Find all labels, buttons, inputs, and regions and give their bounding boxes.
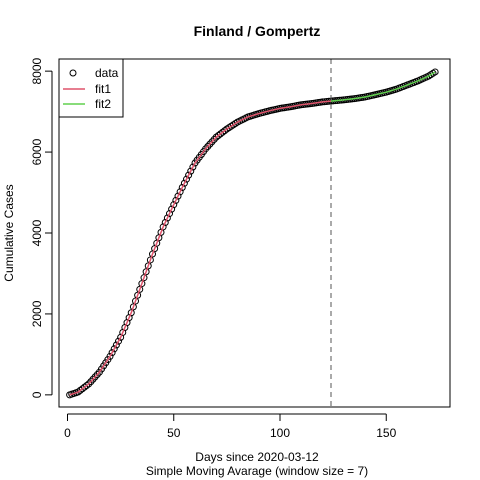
data-point: [180, 179, 188, 187]
plot-area: [66, 59, 439, 407]
data-point: [163, 214, 171, 222]
legend-label-data: data: [95, 66, 119, 80]
x-axis: 0 50 100 150: [64, 413, 397, 440]
data-point: [138, 280, 146, 288]
data-point: [183, 175, 190, 183]
data-point: [204, 142, 212, 150]
data-point: [87, 378, 95, 386]
legend-label-fit1: fit1: [95, 82, 111, 96]
x-tick-label: 150: [376, 426, 396, 440]
data-point: [202, 145, 210, 153]
data-point: [127, 309, 135, 317]
y-axis: 0 2000 4000 6000 8000: [30, 57, 53, 398]
chart-title: Finland / Gompertz: [194, 23, 321, 39]
data-point: [106, 352, 114, 360]
data-point: [172, 196, 180, 204]
y-tick-label: 0: [30, 391, 44, 398]
data-point: [132, 297, 139, 305]
legend-marker-data: [69, 69, 77, 77]
data-point: [108, 349, 116, 357]
x-axis-sublabel: Simple Moving Avarage (window size = 7): [146, 464, 368, 478]
data-point: [115, 337, 122, 345]
data-point: [136, 285, 144, 293]
data-point: [142, 268, 150, 276]
y-tick-label: 2000: [30, 300, 44, 327]
data-point: [168, 205, 176, 213]
x-tick-label: 50: [167, 426, 181, 440]
data-point: [140, 274, 148, 282]
data-point: [161, 218, 169, 226]
data-point: [146, 256, 154, 264]
data-point: [110, 345, 118, 353]
data-point: [91, 373, 99, 381]
x-tick-label: 100: [270, 426, 290, 440]
legend: data fit1 fit2: [58, 58, 124, 118]
data-point: [159, 223, 167, 231]
data-point: [170, 201, 178, 209]
legend-box: [58, 58, 124, 118]
data-point: [129, 303, 137, 311]
data-point: [189, 163, 197, 171]
data-point: [166, 210, 173, 218]
data-point: [185, 171, 193, 179]
data-point: [187, 167, 195, 175]
data-point: [83, 382, 91, 390]
data-point: [174, 192, 182, 200]
x-axis-label: Days since 2020-03-12: [195, 450, 319, 464]
data-point: [144, 262, 152, 270]
data-point: [85, 380, 93, 388]
y-tick-label: 4000: [30, 219, 44, 246]
data-point: [210, 135, 218, 143]
x-tick-label: 0: [64, 426, 71, 440]
data-point: [134, 291, 142, 299]
data-point: [176, 188, 184, 196]
data-point: [431, 68, 439, 76]
data-point: [178, 184, 186, 192]
data-point: [208, 138, 216, 146]
y-tick-label: 8000: [30, 57, 44, 84]
legend-label-fit2: fit2: [95, 97, 111, 111]
data-point: [93, 371, 101, 379]
y-axis-label: Cumulative Cases: [2, 184, 16, 281]
data-point: [112, 341, 120, 349]
series-line-fit2: [330, 71, 436, 102]
y-tick-label: 6000: [30, 138, 44, 165]
data-point: [89, 375, 97, 383]
data-point: [206, 140, 214, 148]
plot-frame: [58, 58, 451, 408]
series-line-fit1: [69, 100, 332, 396]
